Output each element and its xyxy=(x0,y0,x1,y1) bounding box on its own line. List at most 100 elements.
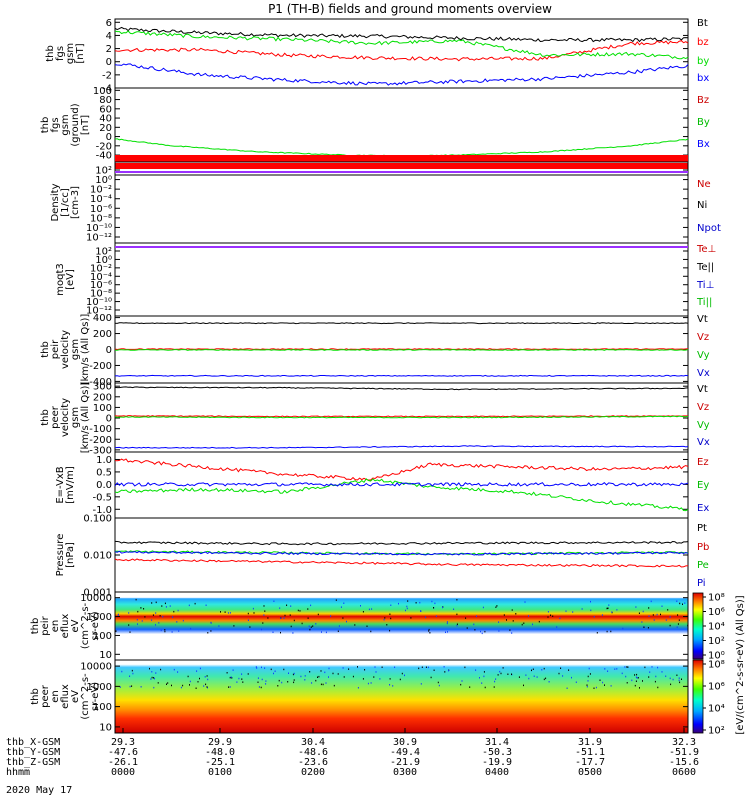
heatmap-speckle xyxy=(230,676,232,678)
heatmap-speckle xyxy=(456,613,458,616)
y-axis-label-line: thb xyxy=(30,688,41,705)
heatmap-speckle xyxy=(627,666,629,668)
y-tick-label: 10⁻⁸ xyxy=(90,289,112,300)
heatmap-speckle xyxy=(310,604,312,607)
legend-Bt: Bt xyxy=(697,18,708,29)
heatmap-speckle xyxy=(273,672,274,675)
y-axis-label-line: peir xyxy=(50,339,61,359)
heatmap-speckle xyxy=(415,602,417,604)
y-tick-label: 10000 xyxy=(80,662,112,673)
y-axis-label-line: (cm^2-s- xyxy=(80,673,91,720)
x-axis-value: 0000 xyxy=(111,767,135,778)
y-tick-label: 0.001 xyxy=(83,588,112,599)
panel-peer_vel: 3002001000-100-200-300thbpeervelocitygsm… xyxy=(40,382,710,457)
colorbar-peir: 10⁸ 10⁶ 10⁴ 10² 10⁰ xyxy=(692,593,725,662)
heatmap-speckle xyxy=(164,630,166,633)
x-axis-value: 0200 xyxy=(301,767,325,778)
heatmap-speckle xyxy=(509,629,511,631)
heatmap-speckle xyxy=(379,678,381,680)
heatmap-speckle xyxy=(453,608,455,610)
panel-pressure: 0.100 0.010 0.001 Pressure[nPa] Pt Pb Pe Pi xyxy=(55,514,709,599)
heatmap-speckle xyxy=(279,607,281,609)
heatmap-speckle xyxy=(173,668,175,671)
heatmap-speckle xyxy=(407,600,409,602)
x-axis-value: -26.1 xyxy=(108,757,138,768)
heatmap-speckle xyxy=(637,677,639,679)
heatmap-speckle xyxy=(643,626,645,628)
x-axis-row-label: thb_Y-GSM xyxy=(6,747,60,758)
y-axis-label-line: velocity xyxy=(60,330,71,369)
legend-Vy: Vy xyxy=(697,420,710,431)
heatmap-speckle xyxy=(482,606,484,609)
panel-efield: 1.00.5 0.0-0.5 -1.0 E=-VxB[mV/m] Ez Ey Ex xyxy=(55,451,709,519)
heatmap-speckle xyxy=(512,620,514,622)
heatmap-speckle xyxy=(381,666,383,668)
heatmap-speckle xyxy=(678,677,680,679)
legend-Ey: Ey xyxy=(697,480,709,491)
y-tick-label: 10⁻⁴ xyxy=(90,194,112,205)
heatmap-speckle xyxy=(357,687,359,689)
series-Pt xyxy=(114,540,689,546)
heatmap-speckle xyxy=(602,681,604,684)
heatmap-speckle xyxy=(404,674,405,677)
y-axis-label-line: gsm xyxy=(60,114,71,135)
panel-frame xyxy=(114,659,689,734)
heatmap-speckle xyxy=(518,676,520,678)
heatmap-speckle xyxy=(374,666,376,668)
legend-Vz: Vz xyxy=(697,402,709,413)
heatmap-speckle xyxy=(317,613,319,616)
heatmap-speckle xyxy=(511,673,512,675)
heatmap-speckle xyxy=(498,630,500,632)
series-Vz xyxy=(114,415,688,418)
heatmap-speckle xyxy=(292,673,294,676)
y-axis-label-line: gsm xyxy=(70,407,81,428)
y-tick-label: 0 xyxy=(106,132,112,143)
panel-frame xyxy=(114,451,689,519)
heatmap-speckle xyxy=(151,602,153,604)
heatmap-speckle xyxy=(616,668,618,670)
heatmap-speckle xyxy=(606,630,608,633)
heatmap-speckle xyxy=(289,614,291,616)
y-axis-label: Density[1/cc][cm-3] xyxy=(50,183,81,221)
x-axis-value: -23.6 xyxy=(298,757,328,768)
heatmap-speckle xyxy=(500,672,502,675)
heatmap-speckle xyxy=(312,625,314,627)
heatmap-speckle xyxy=(418,667,420,670)
heatmap-speckle xyxy=(604,684,605,686)
heatmap-speckle xyxy=(137,610,139,613)
heatmap-speckle xyxy=(420,610,421,612)
heatmap-speckle xyxy=(176,621,178,623)
y-tick-label: -0.5 xyxy=(92,492,112,503)
heatmap-speckle xyxy=(304,675,306,677)
date-label: 2020 May 17 xyxy=(6,785,72,796)
heatmap-speckle xyxy=(543,678,545,681)
heatmap-speckle xyxy=(548,681,550,683)
heatmap-speckle xyxy=(321,631,322,633)
heatmap-speckle xyxy=(167,682,169,684)
heatmap-speckle xyxy=(159,615,161,617)
heatmap-speckle xyxy=(161,605,163,607)
x-axis-value: -51.1 xyxy=(575,747,605,758)
heatmap-speckle xyxy=(541,669,543,671)
heatmap-speckle xyxy=(587,675,589,678)
y-tick-label: 10⁻¹² xyxy=(86,306,112,317)
heatmap-speckle xyxy=(293,672,295,675)
heatmap-speckle xyxy=(368,608,370,611)
heatmap-speckle xyxy=(384,617,386,619)
heatmap-speckle xyxy=(155,601,157,604)
series-Vx xyxy=(114,374,689,377)
heatmap-speckle xyxy=(182,619,184,622)
heatmap-speckle xyxy=(589,673,591,675)
colorbar-tick-label: 10⁶ xyxy=(708,682,725,693)
y-tick-label: 400 xyxy=(93,313,112,324)
heatmap-speckle xyxy=(390,604,392,606)
heatmap-speckle xyxy=(565,610,567,612)
legend-Ez: Ez xyxy=(697,457,709,468)
heatmap-speckle xyxy=(131,669,133,672)
heatmap-speckle xyxy=(644,666,646,669)
heatmap-speckle xyxy=(310,626,312,628)
y-axis-label-line: en xyxy=(50,690,61,703)
